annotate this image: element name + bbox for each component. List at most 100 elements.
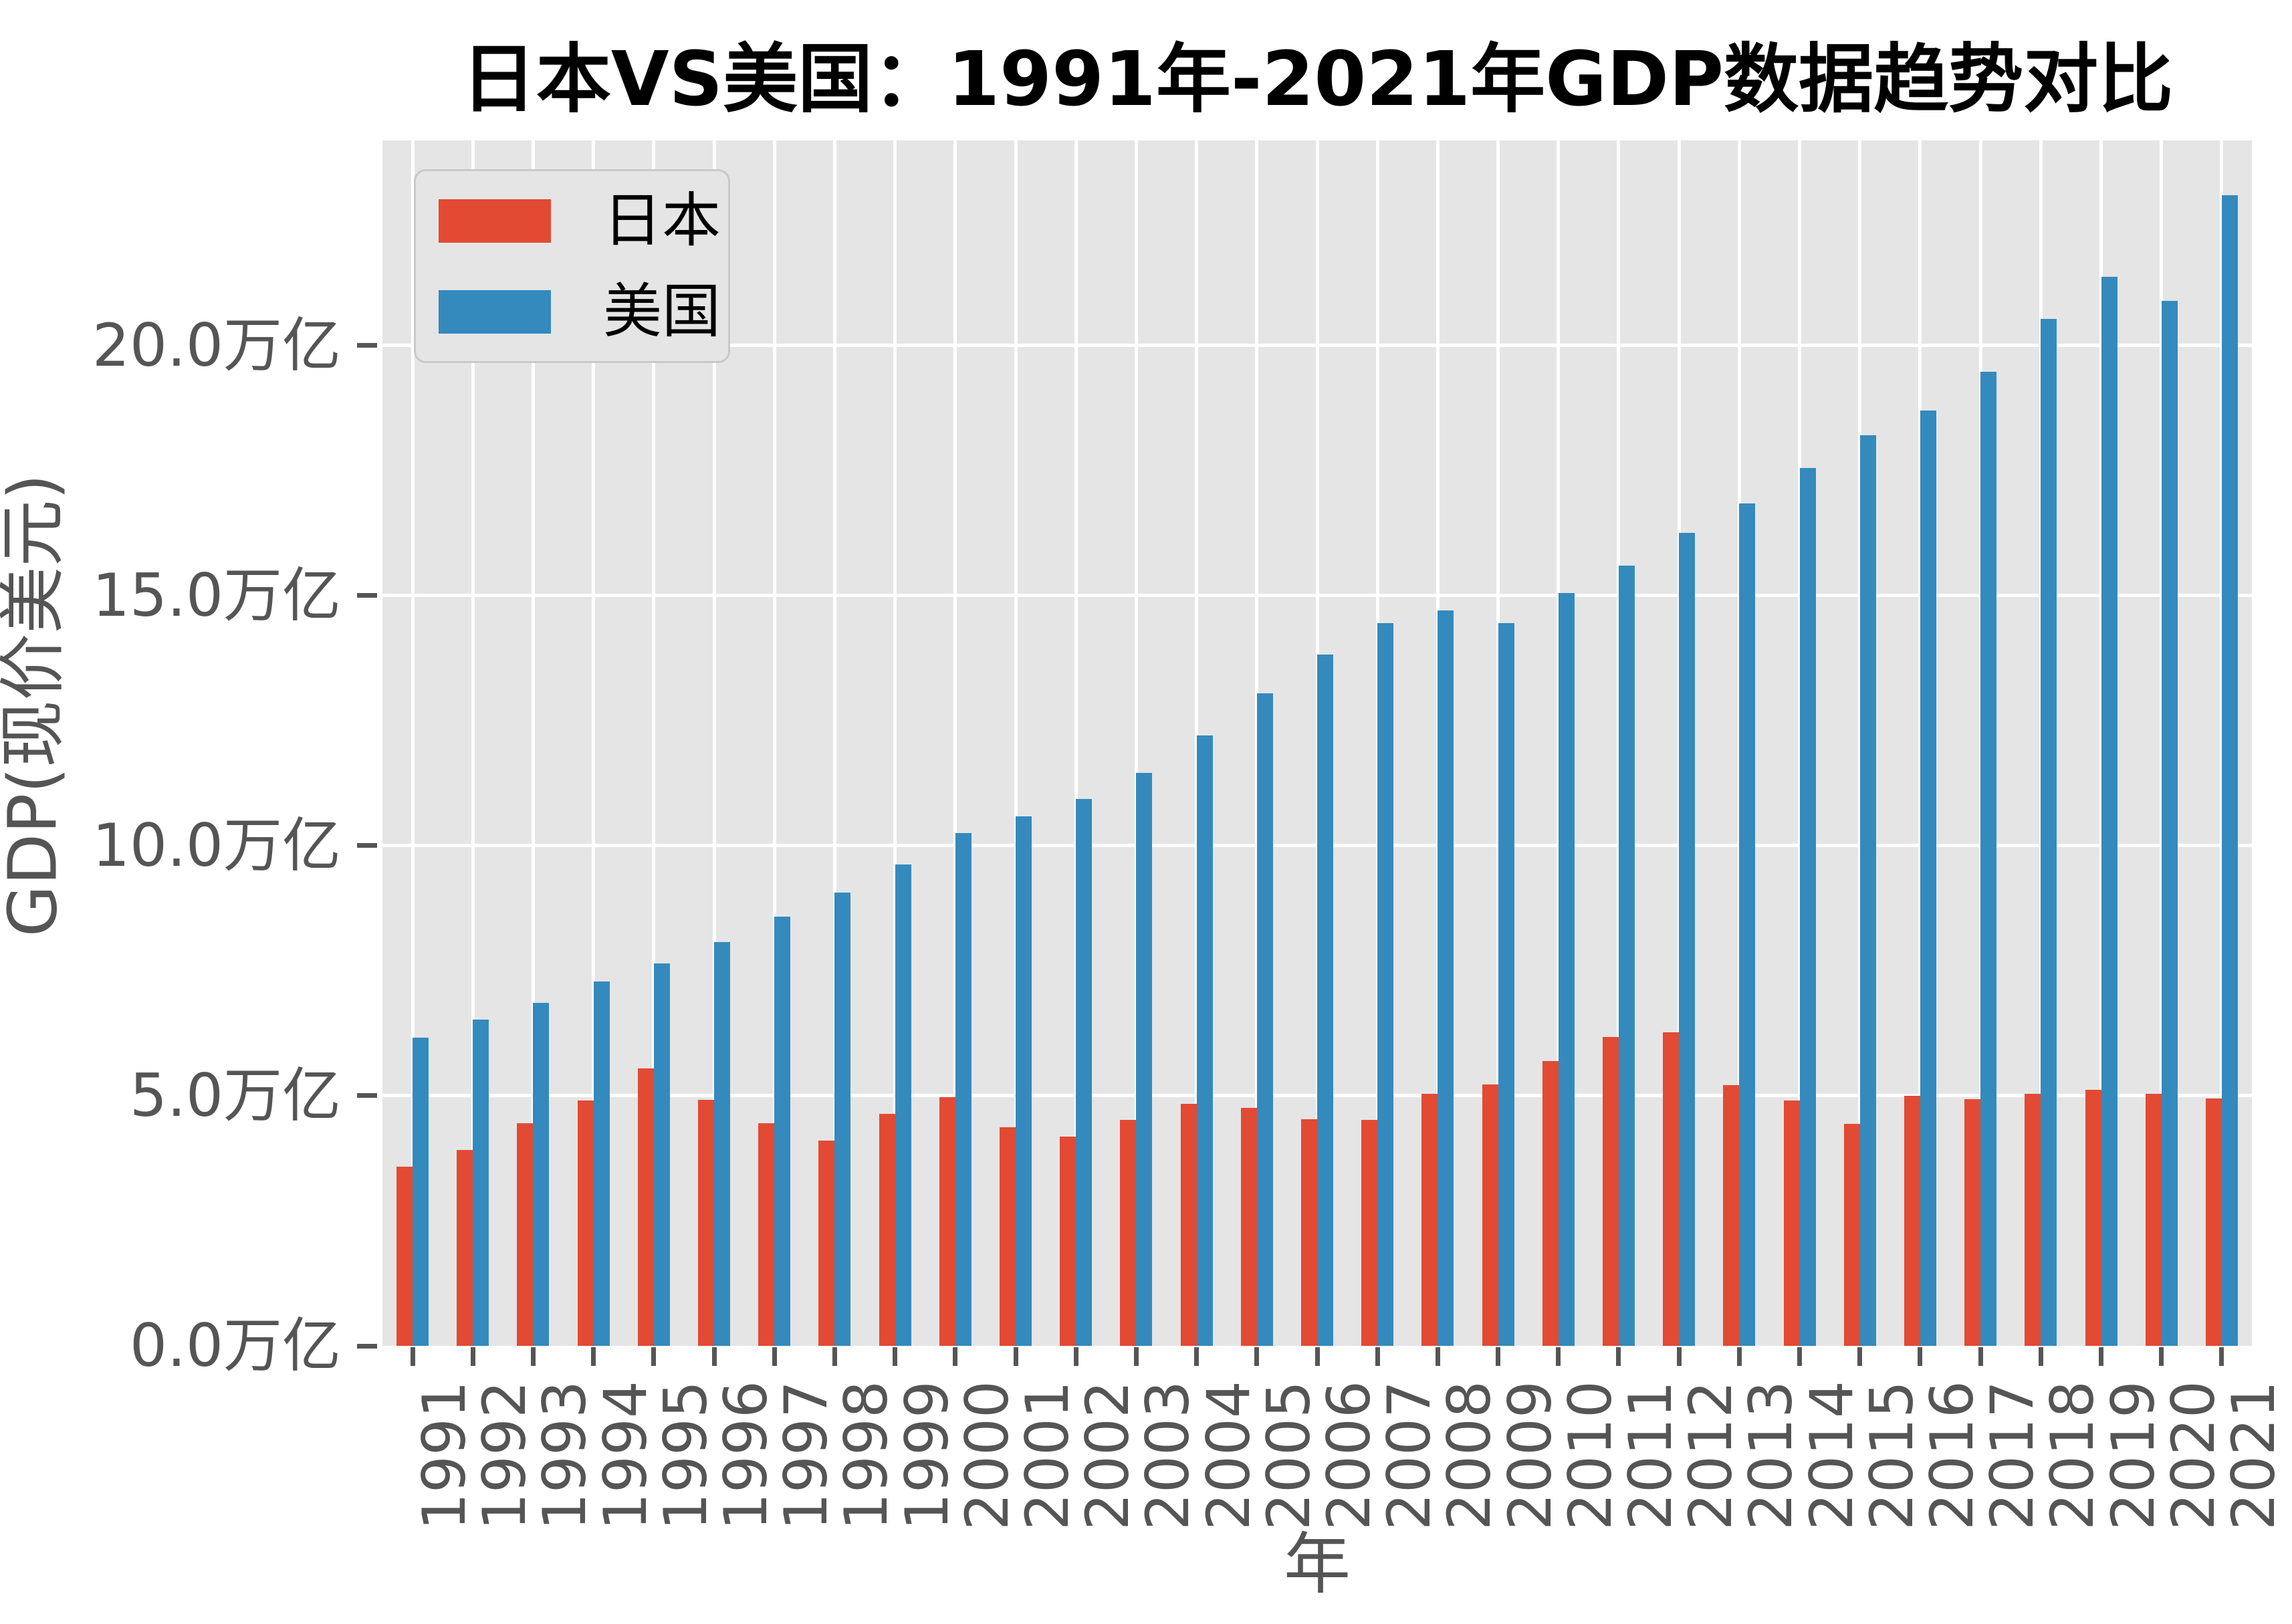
gridline-horizontal xyxy=(382,594,2252,598)
bar-日本-2019 xyxy=(2085,1089,2101,1346)
bar-美国-2009 xyxy=(1498,622,1514,1346)
x-tick-label: 2013 xyxy=(1736,1381,1806,1530)
x-tick-label: 2020 xyxy=(2158,1381,2228,1530)
bar-美国-2021 xyxy=(2221,195,2238,1346)
x-tick-mark xyxy=(470,1347,475,1366)
x-tick-label: 2012 xyxy=(1676,1381,1746,1530)
legend-color-patch xyxy=(439,289,551,334)
bar-日本-2017 xyxy=(1964,1099,1981,1346)
x-tick-mark xyxy=(1375,1347,1380,1366)
x-tick-label: 1992 xyxy=(470,1381,540,1530)
bar-美国-1994 xyxy=(593,981,610,1346)
x-tick-mark xyxy=(2159,1347,2164,1366)
y-tick-mark xyxy=(357,843,377,848)
y-tick-label: 10.0万亿 xyxy=(92,810,341,880)
x-tick-mark xyxy=(1073,1347,1078,1366)
bar-日本-2020 xyxy=(2145,1093,2162,1346)
x-tick-mark xyxy=(1978,1347,1983,1366)
x-tick-mark xyxy=(772,1347,777,1366)
x-tick-label: 2002 xyxy=(1073,1381,1143,1530)
gridline-vertical xyxy=(712,140,716,1346)
bar-日本-2005 xyxy=(1240,1107,1257,1346)
y-tick-mark xyxy=(357,343,377,348)
bar-日本-2006 xyxy=(1301,1119,1317,1346)
x-tick-label: 2019 xyxy=(2098,1381,2168,1530)
x-tick-label: 2005 xyxy=(1254,1381,1323,1530)
x-tick-label: 2015 xyxy=(1857,1381,1926,1530)
x-axis-label: 年 xyxy=(1284,1525,1351,1603)
plot-area: 日本 美国 xyxy=(382,140,2252,1346)
bar-日本-2021 xyxy=(2205,1098,2222,1346)
bar-日本-2016 xyxy=(1904,1095,1920,1346)
bar-日本-1994 xyxy=(577,1100,594,1346)
bar-美国-2014 xyxy=(1799,468,1816,1346)
x-tick-mark xyxy=(1435,1347,1440,1366)
bar-美国-2001 xyxy=(1016,816,1032,1346)
x-tick-label: 1996 xyxy=(711,1381,781,1530)
bar-美国-2008 xyxy=(1438,610,1454,1346)
bar-日本-2003 xyxy=(1120,1119,1137,1346)
x-tick-mark xyxy=(1314,1347,1320,1366)
bar-日本-2008 xyxy=(1421,1093,1438,1346)
gridline-vertical xyxy=(471,140,475,1346)
bar-日本-1992 xyxy=(457,1150,473,1346)
x-tick-mark xyxy=(1736,1347,1742,1366)
gridline-vertical xyxy=(652,140,656,1346)
x-tick-mark xyxy=(893,1347,898,1366)
bar-日本-2001 xyxy=(1000,1127,1016,1346)
x-tick-mark xyxy=(651,1347,657,1366)
bar-日本-1991 xyxy=(396,1167,413,1346)
bar-美国-2003 xyxy=(1136,772,1153,1346)
x-tick-mark xyxy=(953,1347,958,1366)
x-tick-label: 2007 xyxy=(1375,1381,1444,1530)
x-tick-label: 1993 xyxy=(530,1381,600,1530)
bar-美国-1993 xyxy=(533,1002,550,1346)
x-tick-mark xyxy=(1254,1347,1260,1366)
bar-日本-1996 xyxy=(698,1099,715,1346)
y-tick-label: 15.0万亿 xyxy=(92,560,341,630)
bar-美国-1991 xyxy=(413,1038,429,1346)
x-tick-mark xyxy=(2219,1347,2224,1366)
x-tick-label: 2011 xyxy=(1615,1381,1685,1530)
bar-美国-2010 xyxy=(1558,593,1575,1346)
x-tick-label: 2003 xyxy=(1133,1381,1203,1530)
x-tick-label: 2016 xyxy=(1917,1381,1986,1530)
bar-日本-2013 xyxy=(1723,1085,1740,1346)
bar-美国-2002 xyxy=(1076,798,1093,1346)
bar-日本-1998 xyxy=(818,1141,835,1346)
legend-item-日本: 日本 xyxy=(439,191,728,250)
gridline-vertical xyxy=(1014,140,1018,1346)
bar-美国-2005 xyxy=(1256,693,1273,1346)
bar-美国-2011 xyxy=(1618,565,1635,1346)
x-tick-label: 1994 xyxy=(590,1381,660,1530)
x-tick-label: 2021 xyxy=(2218,1381,2288,1530)
x-tick-mark xyxy=(591,1347,596,1366)
x-tick-label: 2009 xyxy=(1495,1381,1565,1530)
bar-日本-2000 xyxy=(939,1097,955,1346)
x-tick-mark xyxy=(1556,1347,1561,1366)
bar-日本-2014 xyxy=(1783,1100,1800,1346)
bar-美国-2015 xyxy=(1859,435,1876,1346)
bar-日本-2004 xyxy=(1180,1103,1197,1346)
gridline-vertical xyxy=(953,140,957,1346)
gridline-vertical xyxy=(893,140,897,1346)
x-tick-mark xyxy=(1616,1347,1621,1366)
bar-美国-2012 xyxy=(1679,533,1696,1346)
bar-日本-2007 xyxy=(1361,1119,1378,1346)
bar-美国-2017 xyxy=(1980,371,1997,1346)
x-tick-label: 2001 xyxy=(1013,1381,1082,1530)
bar-美国-1998 xyxy=(834,893,851,1346)
bar-日本-1999 xyxy=(879,1113,895,1346)
x-tick-mark xyxy=(1797,1347,1803,1366)
x-tick-label: 1998 xyxy=(832,1381,901,1530)
x-tick-label: 1997 xyxy=(772,1381,841,1530)
gridline-vertical xyxy=(592,140,596,1346)
y-tick-mark xyxy=(357,593,377,598)
bar-日本-2015 xyxy=(1843,1123,1860,1346)
bar-美国-2006 xyxy=(1317,655,1333,1346)
bar-美国-2013 xyxy=(1739,503,1756,1346)
gridline-vertical xyxy=(1074,140,1078,1346)
gridline-vertical xyxy=(531,140,535,1346)
legend-item-美国: 美国 xyxy=(439,282,728,341)
